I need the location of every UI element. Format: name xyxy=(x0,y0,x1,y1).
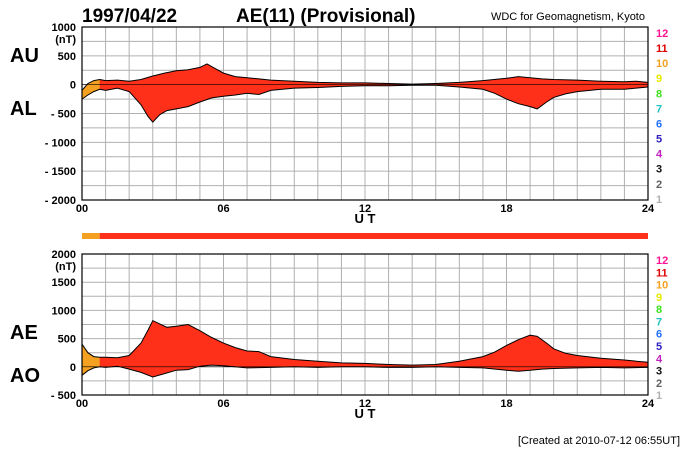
panel2-station-count-4: 4 xyxy=(656,353,663,365)
panel1-ytick-label: - 1500 xyxy=(45,166,76,178)
panel1-ytick-label: - 1000 xyxy=(45,137,76,149)
panel2-xtick-label: 24 xyxy=(642,398,655,410)
panel2-xtick-label: 18 xyxy=(500,398,512,410)
panel2-ytick-label: 1000 xyxy=(52,305,76,317)
panel2-station-count-10: 10 xyxy=(656,280,668,292)
panel1-station-count-5: 5 xyxy=(656,134,662,146)
panel2-station-count-11: 11 xyxy=(656,267,668,279)
panel1-station-count-8: 8 xyxy=(656,88,662,100)
date-label: 1997/04/22 xyxy=(82,6,177,27)
panel2-xtick-label: 06 xyxy=(217,398,229,410)
panel1-station-count-1: 1 xyxy=(656,194,662,206)
panel2-station-count-3: 3 xyxy=(656,366,662,378)
panel1-station-count-10: 10 xyxy=(656,58,668,70)
panel2-side-label-ae: AE xyxy=(10,322,38,344)
panel2-unit-label: (nT) xyxy=(55,261,76,273)
panel2-station-count-5: 5 xyxy=(656,341,662,353)
panel2-xtick-label: 12 xyxy=(359,398,371,410)
panel1-station-count-4: 4 xyxy=(656,149,663,161)
panel1-station-count-9: 9 xyxy=(656,73,662,85)
panel2-frame xyxy=(81,253,649,396)
panel2-station-count-2: 2 xyxy=(656,378,662,390)
created-label: [Created at 2010-07-12 06:55UT] xyxy=(518,435,680,447)
panel1-ytick-label: - 500 xyxy=(51,109,76,121)
panel1-xtick-label: 18 xyxy=(500,203,512,215)
panel1-ytick-label: 0 xyxy=(70,80,76,92)
panel2-ytick-label: 2000 xyxy=(52,249,76,261)
panel2-side-label-ao: AO xyxy=(10,365,40,387)
panel1-side-label-al: AL xyxy=(10,98,37,120)
panel1-xtick-label: 00 xyxy=(76,203,88,215)
panel1-unit-label: (nT) xyxy=(55,34,76,46)
coverage-bar-segment xyxy=(99,233,648,239)
panel2-ytick-label: - 500 xyxy=(51,390,76,402)
panel2-xtick-label: 00 xyxy=(76,398,88,410)
panel2-ytick-label: 0 xyxy=(70,362,76,374)
panel1-xtick-label: 24 xyxy=(642,203,655,215)
panel1-lower-line xyxy=(81,84,649,123)
panel1-station-count-12: 12 xyxy=(656,28,668,40)
panel1-station-count-7: 7 xyxy=(656,103,662,115)
panel2-station-count-9: 9 xyxy=(656,292,662,304)
panel2-envelope-area xyxy=(82,320,648,377)
panel1-station-count-3: 3 xyxy=(656,164,662,176)
panel2-station-count-8: 8 xyxy=(656,304,662,316)
panel2-ytick-label: 500 xyxy=(58,334,76,346)
panel1-station-count-2: 2 xyxy=(656,179,662,191)
panel1-frame xyxy=(81,26,649,201)
source-label: WDC for Geomagnetism, Kyoto xyxy=(491,11,645,23)
chart-title: AE(11) (Provisional) xyxy=(236,6,416,27)
panel2-ytick-label: 1500 xyxy=(52,277,76,289)
panel2-station-count-1: 1 xyxy=(656,390,662,402)
panel1-ytick-label: 500 xyxy=(58,51,76,63)
panel1-station-count-6: 6 xyxy=(656,118,662,130)
panel2-xaxis-title: U T xyxy=(355,406,376,421)
panel2-station-count-12: 12 xyxy=(656,255,668,267)
panel2-station-count-7: 7 xyxy=(656,316,662,328)
panel1-ytick-label: - 2000 xyxy=(45,195,76,207)
panel1-xaxis-title: U T xyxy=(355,211,376,226)
panel1-side-label-au: AU xyxy=(10,45,39,67)
panel2-upper-line xyxy=(81,319,649,366)
panel1-station-count-11: 11 xyxy=(656,43,668,55)
panel1-upper-line xyxy=(81,63,649,91)
panel2-station-count-6: 6 xyxy=(656,329,662,341)
panel1-xtick-label: 06 xyxy=(217,203,229,215)
panel1-ytick-label: 1000 xyxy=(52,22,76,34)
panel1-xtick-label: 12 xyxy=(359,203,371,215)
coverage-bar-segment xyxy=(82,233,100,239)
